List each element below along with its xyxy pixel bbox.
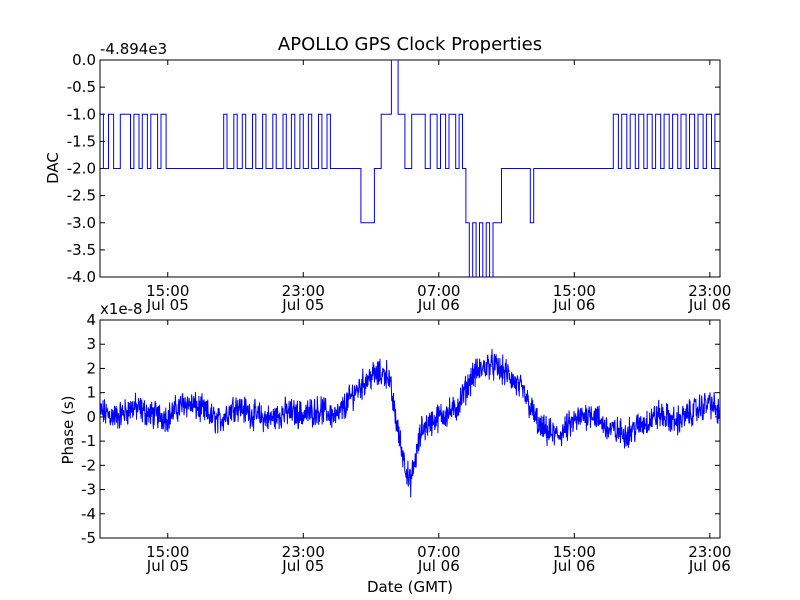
x-tick-time: 15:00 <box>146 282 189 300</box>
plot-frame <box>99 319 721 539</box>
y-tick-label: 0.0 <box>72 51 96 69</box>
y-tick-label: -2 <box>81 456 96 474</box>
y-tick-label: -3.0 <box>67 214 96 232</box>
y-tick-label: 1 <box>86 384 96 402</box>
y-tick-label: -2.5 <box>67 187 96 205</box>
x-tick-time: 15:00 <box>553 282 596 300</box>
y-tick-label: -3.5 <box>67 241 96 259</box>
x-tick-date: Jul 06 <box>552 557 595 575</box>
x-tick-time: 07:00 <box>417 543 460 561</box>
x-tick-time: 07:00 <box>417 282 460 300</box>
x-tick-date: Jul 05 <box>281 296 324 314</box>
x-tick-date: Jul 06 <box>417 296 460 314</box>
x-tick-date: Jul 06 <box>688 557 731 575</box>
axis-offset-label: -4.894e3 <box>100 40 167 58</box>
y-tick-label: -1.5 <box>67 132 96 150</box>
y-tick-label: -1.0 <box>67 105 96 123</box>
y-axis-title: Phase (s) <box>59 395 77 464</box>
x-axis-title: Date (GMT) <box>367 578 453 596</box>
chart-title: APOLLO GPS Clock Properties <box>278 34 542 55</box>
x-tick-time: 23:00 <box>688 282 731 300</box>
x-tick-time: 23:00 <box>282 543 325 561</box>
y-tick-label: -0.5 <box>67 78 96 96</box>
y-tick-label: -3 <box>81 481 96 499</box>
y-tick-label: 3 <box>86 335 96 353</box>
x-tick-date: Jul 06 <box>552 296 595 314</box>
x-tick-date: Jul 06 <box>688 296 731 314</box>
y-tick-label: 2 <box>86 359 96 377</box>
y-tick-label: -4 <box>81 505 96 523</box>
x-tick-time: 23:00 <box>688 543 731 561</box>
y-tick-label: -4.0 <box>67 268 96 286</box>
y-tick-label: -1 <box>81 432 96 450</box>
series-line <box>100 349 720 498</box>
y-axis-title: DAC <box>44 152 62 184</box>
x-tick-date: Jul 06 <box>417 557 460 575</box>
x-tick-time: 15:00 <box>553 543 596 561</box>
dac-panel: 0.0 -0.5 -1.0 -1.5 -2.0 -2.5 -3.0 -3.5 -4.0 15:00… <box>44 40 731 314</box>
x-tick-date: Jul 05 <box>281 557 324 575</box>
axis-offset-label: x1e-8 <box>100 300 143 318</box>
x-tick-date: Jul 05 <box>146 296 189 314</box>
series-line <box>100 60 720 277</box>
x-tick-date: Jul 05 <box>146 557 189 575</box>
x-tick-time: 23:00 <box>282 282 325 300</box>
y-tick-label: 4 <box>86 311 96 329</box>
y-tick-label: -2.0 <box>67 160 96 178</box>
x-tick-time: 15:00 <box>146 543 189 561</box>
y-tick-label: -5 <box>81 529 96 547</box>
y-tick-label: 0 <box>86 408 96 426</box>
